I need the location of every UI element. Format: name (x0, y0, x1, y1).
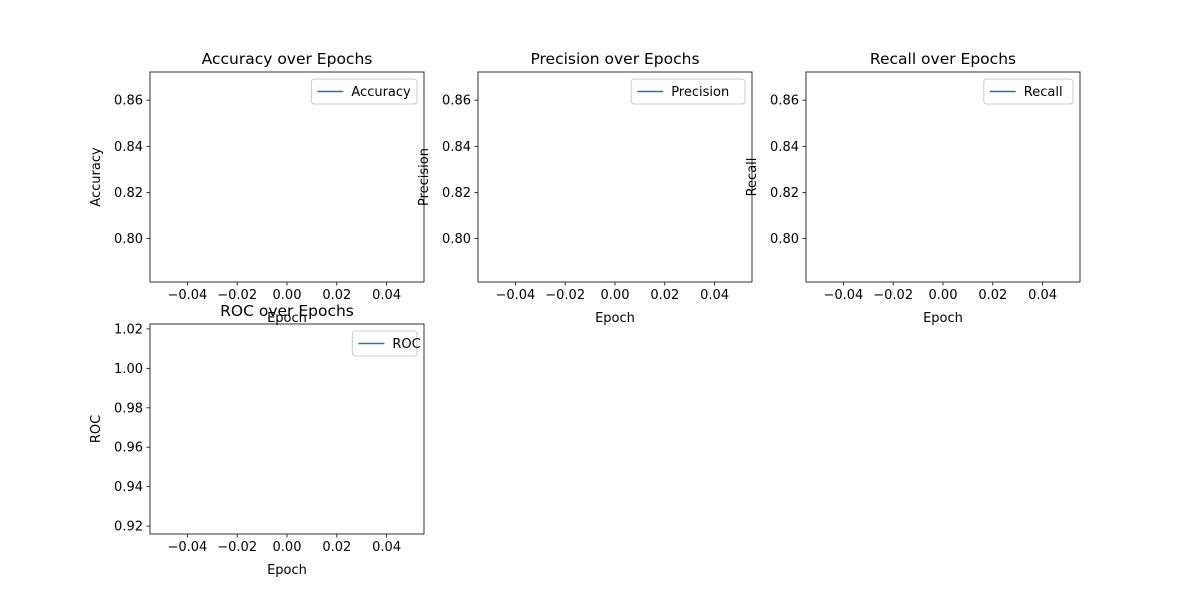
y-axis-label: Accuracy (89, 147, 104, 207)
x-axis-label: Epoch (267, 311, 307, 326)
x-tick-label: 0.00 (601, 288, 630, 303)
y-tick-label: 1.00 (114, 362, 143, 377)
x-tick-label: −0.02 (217, 540, 257, 555)
y-tick-label: 1.02 (114, 322, 143, 337)
y-tick-label: 0.82 (442, 186, 471, 201)
x-axis-label: Epoch (923, 311, 963, 326)
y-tick-label: 0.86 (114, 94, 143, 109)
legend-label: ROC (392, 337, 420, 352)
legend-box (351, 330, 418, 357)
legend-label: Accuracy (351, 85, 411, 100)
chart-title: ROC over Epochs (220, 302, 354, 320)
y-tick-label: 0.92 (114, 520, 143, 535)
chart-2: −0.04 −0.02 0.00 0.02 0.04 0.80 0.82 0.84 0.86 Re… (745, 50, 1081, 326)
x-tick-label: −0.04 (167, 540, 207, 555)
x-tick-label: 0.02 (650, 288, 679, 303)
chart-3: −0.04 −0.02 0.00 0.02 0.04 0.92 0.94 0.96 0.98 1.… (89, 302, 425, 578)
chart-title: Precision over Epochs (530, 50, 699, 68)
y-axis-label: Recall (745, 158, 760, 197)
legend: Recall (983, 78, 1074, 105)
x-tick-label: 0.04 (700, 288, 729, 303)
x-tick-label: −0.02 (545, 288, 585, 303)
x-tick-label: 0.02 (978, 288, 1007, 303)
x-tick-label: 0.04 (372, 540, 401, 555)
chart-title: Accuracy over Epochs (202, 50, 373, 68)
chart-1: −0.04 −0.02 0.00 0.02 0.04 0.80 0.82 0.84 0.86 Pr… (417, 50, 753, 326)
x-tick-label: −0.02 (217, 288, 257, 303)
y-axis-label: Precision (417, 148, 432, 206)
y-tick-label: 0.86 (442, 94, 471, 109)
x-tick-label: 0.02 (322, 288, 351, 303)
y-tick-label: 0.80 (114, 232, 143, 247)
chart-0: −0.04 −0.02 0.00 0.02 0.04 0.80 0.82 0.84 0.86 Ac… (89, 50, 425, 326)
legend-label: Precision (671, 85, 729, 100)
x-tick-label: 0.00 (273, 540, 302, 555)
legend-box (983, 78, 1074, 105)
y-tick-label: 0.84 (442, 140, 471, 155)
x-tick-label: −0.04 (495, 288, 535, 303)
legend: Precision (630, 78, 746, 105)
x-tick-label: 0.02 (322, 540, 351, 555)
x-tick-label: 0.04 (372, 288, 401, 303)
x-tick-label: −0.04 (823, 288, 863, 303)
y-tick-label: 0.96 (114, 441, 143, 456)
x-tick-label: 0.04 (1028, 288, 1057, 303)
chart-title: Recall over Epochs (870, 50, 1016, 68)
y-tick-label: 0.82 (114, 186, 143, 201)
y-tick-label: 0.86 (770, 94, 799, 109)
y-tick-label: 0.80 (442, 232, 471, 247)
legend: ROC (351, 330, 421, 357)
y-tick-label: 0.80 (770, 232, 799, 247)
x-axis-label: Epoch (267, 563, 307, 578)
legend-box (310, 78, 418, 105)
legend-label: Recall (1024, 85, 1063, 100)
x-axis-label: Epoch (595, 311, 635, 326)
y-tick-label: 0.98 (114, 401, 143, 416)
x-tick-label: 0.00 (273, 288, 302, 303)
y-tick-label: 0.94 (114, 480, 143, 495)
x-tick-label: 0.00 (929, 288, 958, 303)
y-tick-label: 0.82 (770, 186, 799, 201)
x-tick-label: −0.04 (167, 288, 207, 303)
y-tick-label: 0.84 (114, 140, 143, 155)
legend: Accuracy (310, 78, 418, 105)
y-tick-label: 0.84 (770, 140, 799, 155)
legend-box (630, 78, 746, 105)
y-axis-label: ROC (89, 415, 104, 443)
x-tick-label: −0.02 (873, 288, 913, 303)
